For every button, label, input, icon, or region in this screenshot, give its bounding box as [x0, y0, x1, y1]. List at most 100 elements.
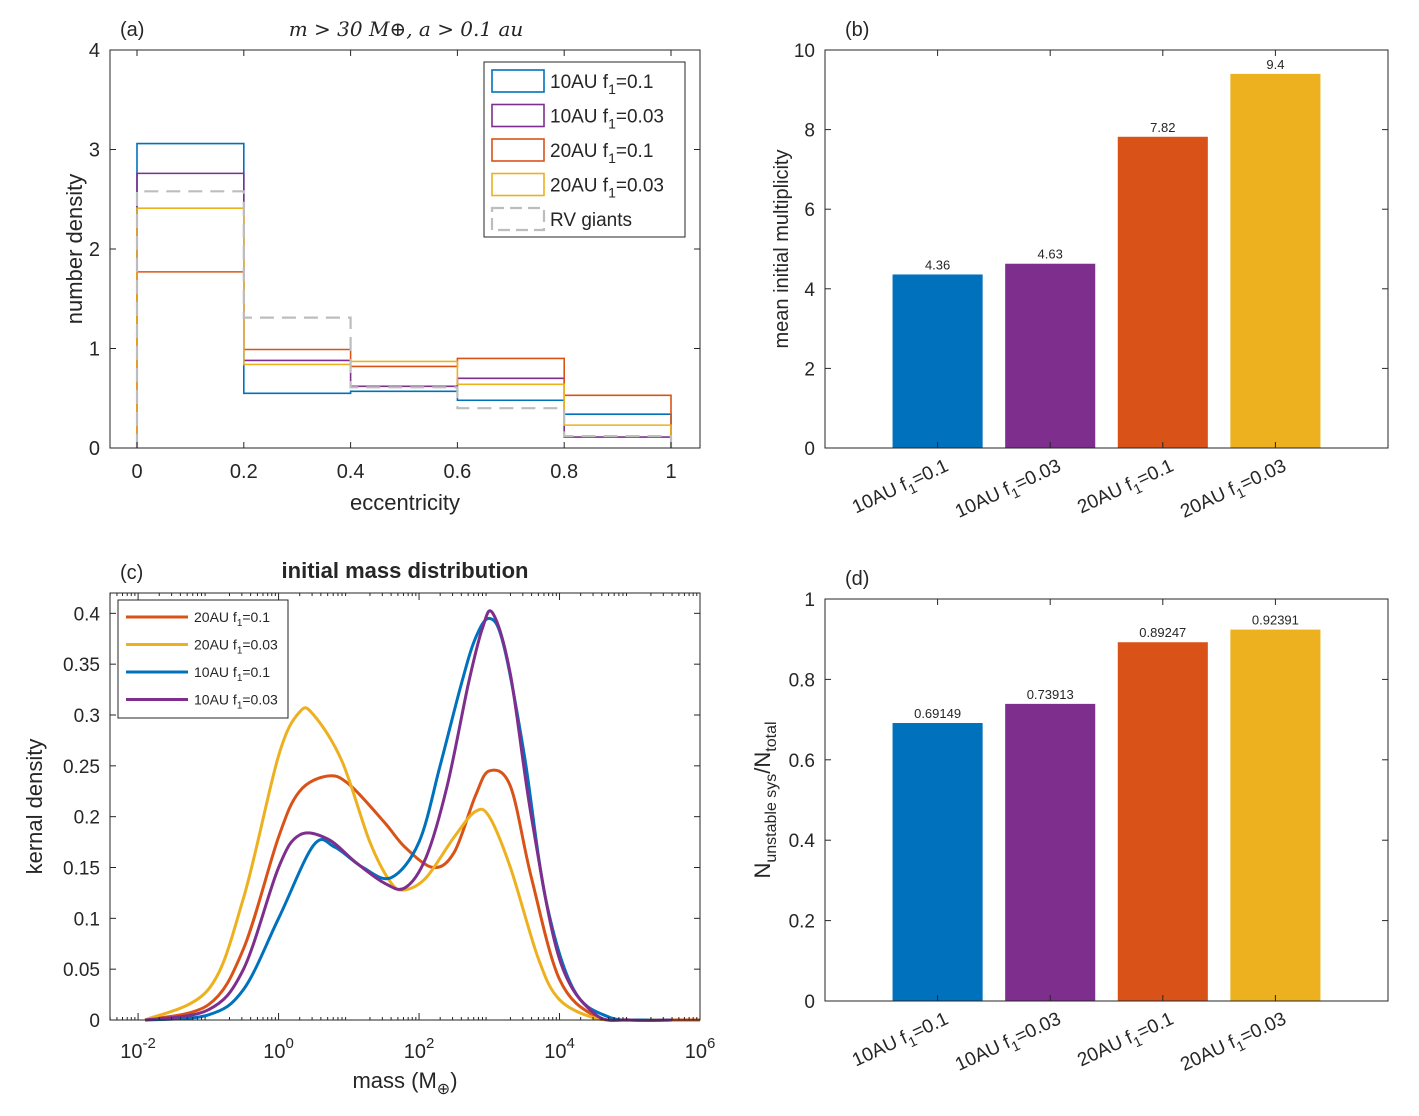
x-axis-label-a: eccentricity [350, 490, 460, 515]
bar-value-label: 0.89247 [1139, 625, 1186, 640]
legend-a-swatch [490, 206, 546, 232]
x-tick-label-a: 1 [665, 461, 676, 483]
x-axis-label-c: mass (M⊕) [352, 1068, 457, 1098]
x-category-label: 10AU f1=0.03 [952, 1008, 1066, 1079]
panel-b-axes-box [824, 49, 1389, 449]
legend-a-entry: 10AU f1=0.1 [550, 72, 653, 97]
y-tick-label: 0.6 [789, 751, 815, 772]
y-tick-label: 4 [804, 280, 815, 301]
panel-a-title: m > 30 M⊕, a > 0.1 au [289, 17, 524, 41]
bar-value-label: 0.73913 [1027, 687, 1074, 702]
x-tick-label-c: 100 [263, 1035, 294, 1063]
y-tick-label-c: 0.25 [63, 757, 100, 778]
x-category-label: 20AU f1=0.1 [1074, 1008, 1178, 1074]
legend-a-swatch [491, 138, 545, 162]
y-axis-label-c: kernal density [22, 739, 47, 875]
legend-a-swatch [491, 69, 545, 93]
panel-a-histogram: m > 30 M⊕, a > 0.1 au 0 0.2 0.4 0.6 0.8 1 0 1 2 3 4… [62, 17, 701, 515]
legend-c: 20AU f1=0.1 20AU f1=0.03 10AU f1=0.1 10AU f… [117, 599, 289, 719]
curve-c-2 [144, 616, 672, 1022]
bar-value-label: 0.69149 [914, 706, 961, 721]
series-a-2 [136, 271, 672, 448]
bar-panel-d-0 [892, 723, 983, 1001]
x-tick-label-a: 0.6 [443, 461, 471, 483]
y-tick-label-c: 0.4 [74, 604, 101, 625]
curve-c-3 [144, 609, 672, 1022]
panel-c-letter: (c) [120, 562, 143, 584]
bar-panel-d-1 [1005, 703, 1096, 1001]
y-tick-label: 0 [804, 439, 815, 460]
bar-value-label: 7.82 [1150, 120, 1175, 135]
x-tick-label-c: 106 [685, 1035, 716, 1063]
bar-panel-d-3 [1230, 629, 1321, 1001]
x-category-label: 20AU f1=0.1 [1074, 455, 1178, 521]
legend-c-entry: 10AU f1=0.1 [194, 664, 270, 684]
legend-a-swatch [491, 103, 545, 128]
y-tick-label-a: 0 [89, 438, 100, 460]
panel-b-letter: (b) [845, 19, 869, 41]
y-tick-label: 6 [804, 200, 815, 221]
y-tick-label-c: 0.1 [74, 909, 100, 930]
series-a-3 [136, 207, 672, 448]
x-category-label: 10AU f1=0.1 [849, 1008, 953, 1074]
bar-panel-b-3 [1230, 73, 1321, 448]
y-axis-label: mean initial multiplicity [771, 150, 793, 349]
y-axis-label: Nunstable sys/Ntotal [750, 721, 780, 878]
bar-panel-b-2 [1117, 136, 1208, 448]
x-category-label: 10AU f1=0.03 [952, 455, 1066, 526]
x-category-label: 20AU f1=0.03 [1177, 1008, 1291, 1079]
y-tick-label-c: 0.05 [63, 960, 100, 981]
panel-c-line-chart: initial mass distribution 10-2 100 102 104 10… [22, 558, 715, 1098]
panel-d-letter: (d) [845, 568, 869, 590]
x-tick-label-c: 102 [404, 1035, 435, 1063]
y-axis-label-a: number density [62, 174, 87, 324]
y-tick-label-c: 0.15 [63, 859, 100, 880]
bar-panel-b-0 [892, 274, 983, 448]
x-category-label: 20AU f1=0.03 [1177, 455, 1291, 526]
bar-panel-b-1 [1005, 263, 1096, 448]
x-tick-label-a: 0 [131, 461, 142, 483]
y-tick-label: 10 [794, 41, 815, 62]
y-tick-label: 0.2 [789, 912, 815, 933]
legend-a-entry: 20AU f1=0.03 [550, 176, 664, 201]
legend-a-entry: 20AU f1=0.1 [550, 141, 653, 166]
y-tick-label-c: 0.3 [74, 706, 100, 727]
y-tick-label: 2 [804, 359, 815, 380]
x-tick-label-a: 0.2 [230, 461, 258, 483]
x-category-label: 10AU f1=0.1 [849, 455, 953, 521]
panel-d-axes-box [824, 598, 1389, 1002]
panel-d-bar-chart: 0.69149 0.73913 0.89247 0.92391 0 0.2 0.4 0.6 0.… [750, 590, 1389, 1079]
legend-a-swatch [491, 172, 545, 197]
x-tick-label-a: 0.8 [550, 461, 578, 483]
y-tick-label: 0.8 [789, 670, 815, 691]
y-tick-label-a: 2 [89, 239, 100, 261]
legend-c-entry: 20AU f1=0.1 [194, 609, 270, 629]
bar-value-label: 4.36 [925, 257, 950, 272]
series-a-0 [136, 142, 672, 448]
bar-value-label: 9.4 [1266, 57, 1284, 72]
y-tick-label-c: 0.2 [74, 808, 100, 829]
legend-a-entry: 10AU f1=0.03 [550, 107, 664, 132]
curve-c-0 [144, 768, 700, 1022]
legend-a-entry: RV giants [550, 210, 632, 231]
bar-panel-d-2 [1117, 642, 1208, 1001]
panel-c-title: initial mass distribution [282, 558, 529, 583]
y-tick-label-c: 0 [89, 1011, 100, 1032]
curve-c-1 [144, 706, 665, 1022]
y-tick-label: 0.4 [789, 831, 816, 852]
bar-value-label: 0.92391 [1252, 613, 1299, 628]
y-tick-label: 1 [804, 590, 815, 611]
y-tick-label: 8 [804, 121, 815, 142]
legend-c-entry: 10AU f1=0.03 [194, 692, 278, 712]
y-tick-label: 0 [804, 992, 815, 1013]
y-tick-label-a: 4 [89, 40, 100, 62]
panel-c-axes-box [109, 592, 701, 1021]
legend-a: 10AU f1=0.1 10AU f1=0.03 20AU f1=0.1 20AU f… [483, 61, 686, 238]
y-tick-label-a: 1 [89, 339, 100, 361]
legend-c-entry: 20AU f1=0.03 [194, 637, 278, 657]
y-tick-label-c: 0.35 [63, 655, 100, 676]
series-a-4 [135, 190, 673, 448]
x-tick-label-c: 10-2 [120, 1035, 156, 1063]
